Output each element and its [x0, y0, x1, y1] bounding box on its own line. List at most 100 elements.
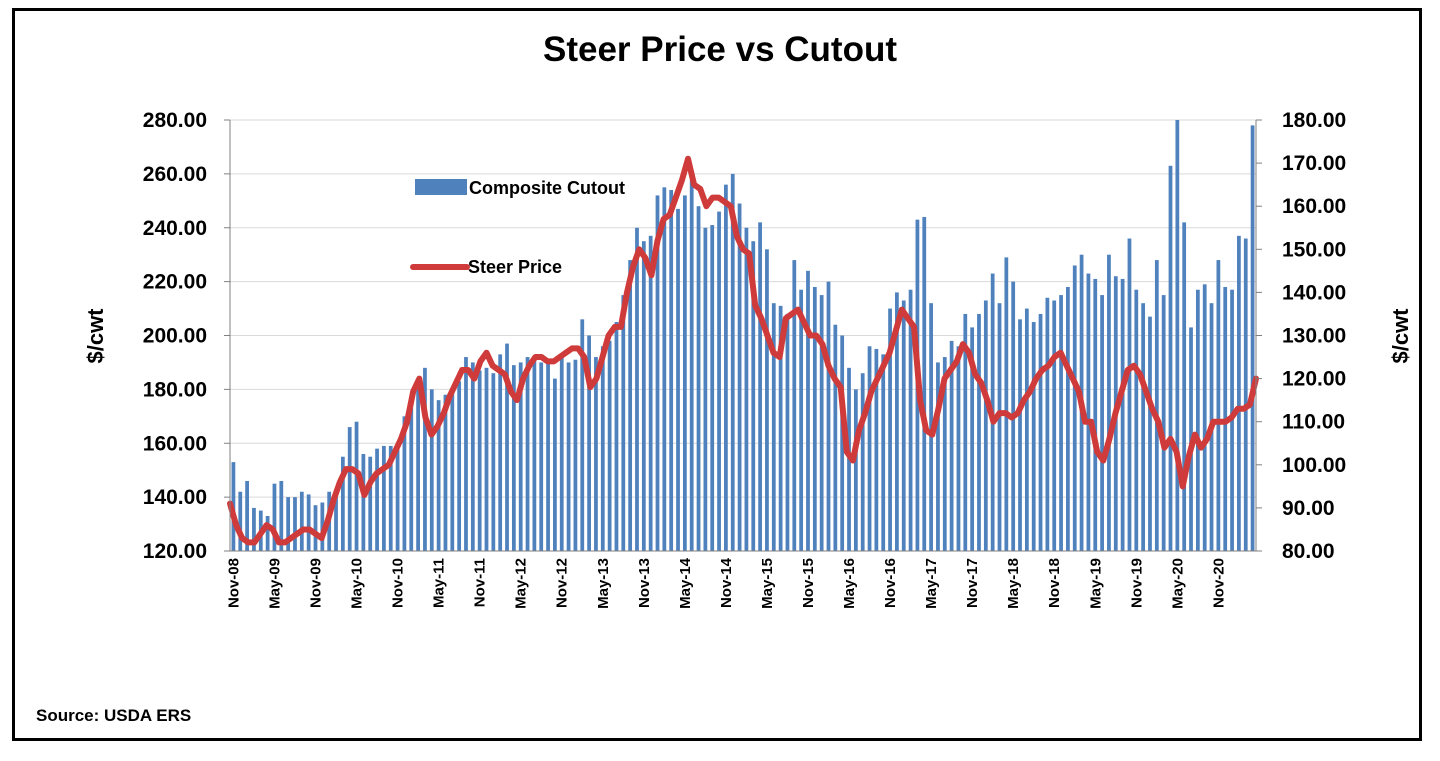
bar: [525, 357, 530, 551]
x-tick-label: Nov-08: [225, 558, 242, 608]
bar: [532, 359, 537, 551]
bar: [1243, 238, 1248, 551]
y-tick-left: 160.00: [143, 432, 207, 455]
bar: [436, 400, 441, 551]
bar: [730, 173, 735, 551]
bar: [299, 491, 304, 551]
bar: [361, 454, 366, 551]
y-tick-left: 260.00: [143, 163, 207, 186]
bar: [306, 494, 311, 551]
bar: [402, 416, 407, 551]
bar: [464, 357, 468, 551]
x-tick-label: May-09: [266, 558, 283, 609]
bar: [949, 340, 954, 551]
bar: [867, 346, 872, 551]
bar: [511, 365, 516, 551]
steer-price-series: [227, 155, 1259, 546]
y-tick-left: 120.00: [143, 540, 207, 563]
bar: [429, 389, 434, 551]
x-tick-label: Nov-15: [800, 558, 817, 608]
bar: [853, 389, 858, 551]
bar: [1086, 273, 1091, 551]
bar: [908, 289, 913, 551]
bar: [1237, 235, 1241, 552]
x-tick-label: May-11: [431, 558, 448, 608]
bar: [1127, 238, 1132, 551]
bar: [1175, 120, 1180, 551]
x-tick-label: May-18: [1005, 558, 1022, 609]
x-tick-label: Nov-20: [1210, 558, 1227, 608]
bar: [1182, 222, 1187, 552]
source-note: Source: USDA ERS: [36, 706, 192, 725]
bar: [388, 445, 393, 551]
y-tick-right: 80.00: [1282, 540, 1335, 563]
bar: [1066, 287, 1070, 551]
bar: [340, 456, 345, 551]
bar: [252, 507, 256, 551]
bar: [1250, 125, 1255, 551]
bar: [1093, 278, 1098, 551]
bar: [696, 206, 701, 551]
bar: [997, 303, 1002, 551]
bar: [724, 184, 728, 551]
bar: [655, 195, 660, 552]
bar: [1100, 295, 1104, 551]
bar: [580, 319, 585, 551]
bar: [833, 324, 838, 551]
bar: [1024, 308, 1029, 551]
bar: [888, 308, 892, 551]
bar: [347, 427, 352, 551]
y-tick-left: 140.00: [143, 486, 207, 509]
bar: [737, 203, 742, 551]
y-tick-right: 180.00: [1282, 109, 1346, 132]
bar: [409, 402, 414, 551]
x-tick-label: May-17: [923, 558, 940, 609]
bar: [238, 491, 243, 551]
x-tick-label: Nov-12: [554, 558, 571, 608]
bar: [354, 421, 359, 551]
bar: [799, 289, 804, 551]
bar: [812, 287, 817, 551]
x-tick-label: May-20: [1169, 558, 1186, 609]
bar: [450, 389, 455, 551]
bar: [416, 383, 420, 551]
x-tick-label: May-14: [677, 557, 694, 609]
bar: [669, 190, 674, 551]
bar: [320, 502, 325, 551]
bar: [1148, 316, 1152, 551]
y-tick-right: 170.00: [1282, 152, 1346, 175]
y-tick-left: 200.00: [143, 325, 207, 348]
bar: [840, 335, 845, 551]
bar: [970, 327, 975, 551]
bar: [1059, 295, 1063, 551]
bar: [1031, 322, 1036, 551]
bar: [423, 367, 427, 551]
bar: [382, 445, 386, 551]
bar: [1216, 260, 1221, 551]
bar: [676, 208, 680, 552]
bar: [313, 505, 318, 551]
bar: [286, 497, 291, 551]
bar: [1161, 295, 1166, 551]
bar: [792, 260, 797, 551]
bar: [470, 362, 475, 551]
bar: [457, 381, 462, 551]
y-tick-left: 240.00: [143, 217, 207, 240]
bar: [806, 270, 810, 551]
chart-title: Steer Price vs Cutout: [543, 30, 897, 69]
bar: [484, 367, 489, 551]
x-tick-label: Nov-11: [472, 558, 489, 607]
x-tick-label: Nov-14: [718, 557, 735, 608]
bar: [1134, 289, 1139, 551]
bar: [710, 225, 715, 551]
bar: [272, 483, 277, 551]
bar: [566, 362, 571, 551]
bar: [895, 292, 899, 551]
bar: [682, 195, 687, 552]
y-tick-right: 110.00: [1282, 411, 1345, 434]
bar: [922, 216, 927, 551]
bar: [874, 348, 879, 551]
x-tick-label: Nov-13: [636, 558, 653, 608]
bar: [607, 340, 612, 551]
legend-label-composite-cutout: Composite Cutout: [469, 178, 625, 198]
